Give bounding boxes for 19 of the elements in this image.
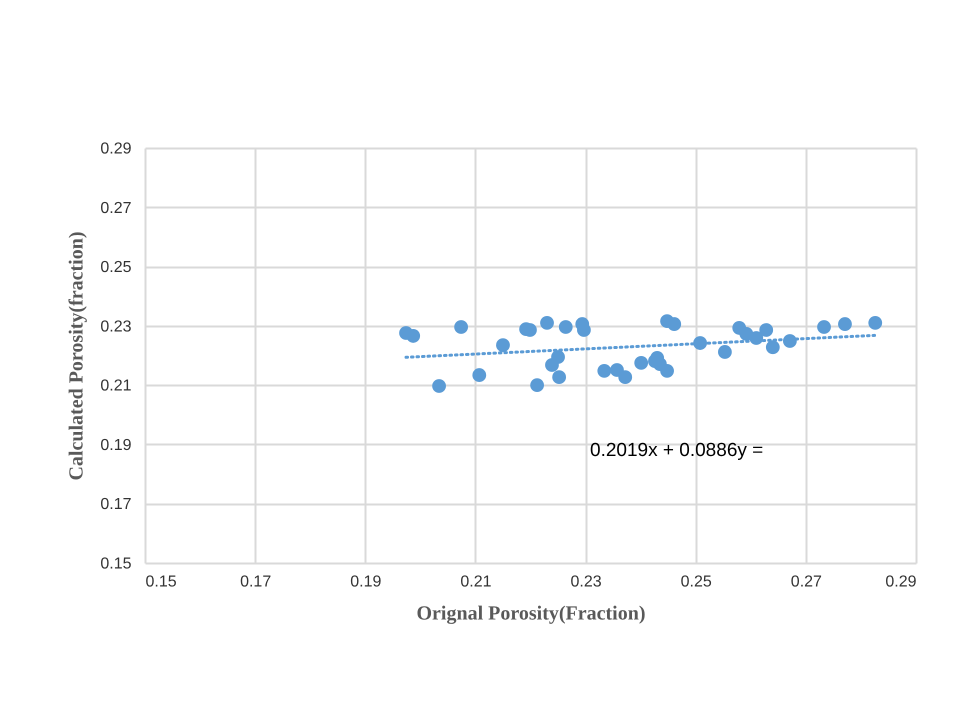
- x-tick-label: 0.27: [790, 574, 822, 590]
- x-tick-label: 0.19: [350, 574, 382, 590]
- x-axis-title: Orignal Porosity(Fraction): [416, 602, 646, 624]
- x-tick-label: 0.29: [885, 574, 917, 590]
- y-tick-label: 0.27: [100, 200, 132, 217]
- y-tick-label: 0.29: [100, 140, 132, 158]
- y-tick-label: 0.23: [100, 318, 132, 336]
- annotation: 0.2019x + 0.0886y =: [590, 440, 764, 461]
- x-tick-label: 0.15: [146, 574, 177, 590]
- y-tick-label: 0.21: [100, 378, 132, 395]
- y-tick-label: 0.25: [100, 259, 132, 276]
- y-axis-title: Calculated Porosity(fraction): [65, 231, 88, 481]
- y-tick-label: 0.15: [100, 556, 132, 572]
- x-tick-label: 0.25: [680, 574, 712, 590]
- x-tick-label: 0.21: [460, 574, 492, 590]
- y-tick-label: 0.17: [100, 496, 132, 514]
- x-tick-label: 0.23: [570, 574, 602, 590]
- y-tick-label: 0.19: [100, 436, 132, 454]
- x-tick-label: 0.17: [240, 574, 272, 590]
